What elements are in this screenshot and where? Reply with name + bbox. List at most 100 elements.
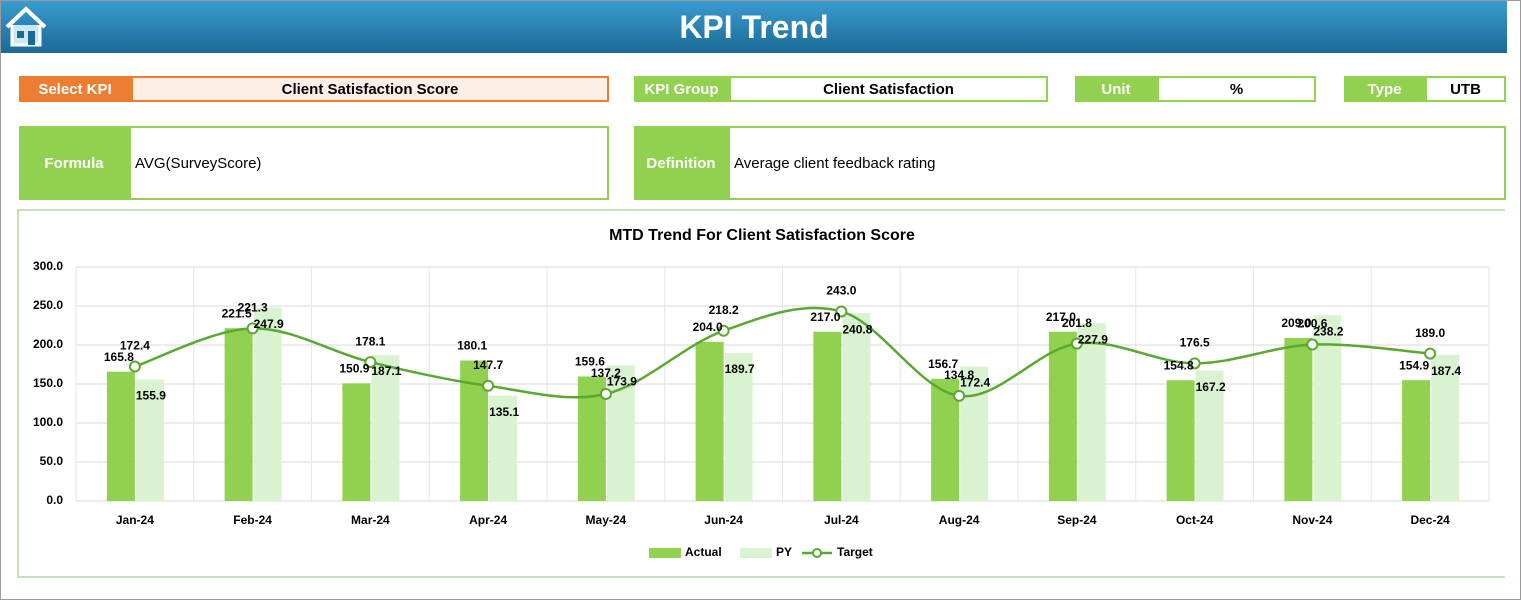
data-label: 134.8 bbox=[944, 368, 974, 382]
header-bar: KPI Trend bbox=[1, 1, 1507, 53]
x-tick-label: Jul-24 bbox=[824, 513, 859, 527]
legend-label: Actual bbox=[685, 545, 722, 559]
bar bbox=[1284, 337, 1313, 501]
data-label: 221.5 bbox=[222, 306, 252, 320]
data-label: 165.8 bbox=[104, 350, 134, 364]
data-label: 137.2 bbox=[591, 366, 621, 380]
y-tick-label: 200.0 bbox=[33, 337, 63, 351]
bar bbox=[1195, 370, 1224, 501]
data-label: 189.0 bbox=[1415, 326, 1445, 340]
data-label: 204.0 bbox=[693, 320, 723, 334]
x-tick-label: Sep-24 bbox=[1057, 513, 1097, 527]
data-label: 159.6 bbox=[575, 355, 605, 369]
y-tick-label: 0.0 bbox=[46, 493, 63, 507]
legend-swatch bbox=[740, 548, 772, 558]
bar bbox=[106, 371, 135, 501]
legend-marker bbox=[812, 548, 822, 558]
y-tick-label: 300.0 bbox=[33, 259, 63, 273]
data-label: 180.1 bbox=[457, 339, 487, 353]
bar bbox=[135, 379, 164, 501]
y-tick-label: 250.0 bbox=[33, 298, 63, 312]
data-label: 150.9 bbox=[339, 361, 369, 375]
field-label: Unit bbox=[1075, 76, 1157, 102]
data-label: 156.7 bbox=[928, 357, 958, 371]
data-label: 200.6 bbox=[1297, 317, 1327, 331]
y-tick-label: 50.0 bbox=[40, 454, 64, 468]
data-label: 201.8 bbox=[1062, 316, 1092, 330]
y-tick-label: 100.0 bbox=[33, 415, 63, 429]
bar bbox=[1048, 331, 1077, 501]
bar bbox=[813, 331, 842, 501]
x-tick-label: May-24 bbox=[586, 513, 627, 527]
target-marker bbox=[1424, 347, 1437, 360]
field-value: % bbox=[1157, 76, 1316, 102]
data-label: 135.1 bbox=[489, 405, 519, 419]
data-label: 176.5 bbox=[1180, 336, 1210, 350]
bar bbox=[371, 355, 400, 501]
bar bbox=[724, 353, 753, 501]
chart-title: MTD Trend For Client Satisfaction Score bbox=[609, 227, 915, 244]
field-value: UTB bbox=[1425, 76, 1506, 102]
data-label: 172.4 bbox=[120, 339, 150, 353]
target-marker bbox=[246, 322, 259, 335]
bar bbox=[1402, 380, 1431, 501]
x-tick-label: Jun-24 bbox=[704, 513, 743, 527]
target-marker bbox=[1306, 338, 1319, 351]
home-icon[interactable] bbox=[3, 5, 49, 49]
x-tick-label: Apr-24 bbox=[469, 513, 507, 527]
data-label: 187.4 bbox=[1431, 364, 1461, 378]
target-marker bbox=[717, 324, 730, 337]
data-label: 238.2 bbox=[1313, 324, 1343, 338]
field-label: Definition bbox=[634, 126, 728, 200]
target-marker bbox=[1188, 357, 1201, 370]
bar bbox=[224, 328, 253, 501]
bar bbox=[960, 366, 989, 501]
data-label: 217.0 bbox=[810, 310, 840, 324]
target-marker bbox=[835, 305, 848, 318]
data-label: 247.9 bbox=[254, 317, 284, 331]
field-label: Select KPI bbox=[19, 76, 131, 102]
page-title: KPI Trend bbox=[679, 9, 829, 45]
target-marker bbox=[128, 360, 141, 373]
target-marker bbox=[482, 379, 495, 392]
legend-label: Target bbox=[837, 545, 873, 559]
target-marker bbox=[599, 387, 612, 400]
bar bbox=[342, 383, 371, 501]
field-label: KPI Group bbox=[634, 76, 729, 102]
data-label: 240.8 bbox=[842, 322, 872, 336]
kpi-selector[interactable]: Client Satisfaction Score bbox=[131, 76, 609, 102]
data-label: 154.9 bbox=[1399, 358, 1429, 372]
data-label: 155.9 bbox=[136, 389, 166, 403]
data-label: 173.9 bbox=[607, 375, 637, 389]
data-label: 187.1 bbox=[371, 364, 401, 378]
data-label: 189.7 bbox=[725, 362, 755, 376]
bar bbox=[1166, 380, 1195, 501]
field-label: Type bbox=[1344, 76, 1425, 102]
target-marker bbox=[364, 356, 377, 369]
x-tick-label: Oct-24 bbox=[1176, 513, 1214, 527]
target-marker bbox=[1070, 337, 1083, 350]
field-label: Formula bbox=[19, 126, 129, 200]
x-tick-label: Feb-24 bbox=[233, 513, 272, 527]
x-tick-label: Jan-24 bbox=[116, 513, 154, 527]
data-label: 227.9 bbox=[1078, 332, 1108, 346]
data-label: 218.2 bbox=[709, 303, 739, 317]
field-value: Average client feedback rating bbox=[728, 126, 1506, 200]
field-value: Client Satisfaction bbox=[729, 76, 1048, 102]
data-label: 221.3 bbox=[238, 301, 268, 315]
x-tick-label: Aug-24 bbox=[939, 513, 980, 527]
data-label: 172.4 bbox=[960, 376, 990, 390]
data-label: 154.8 bbox=[1164, 358, 1194, 372]
y-tick-label: 150.0 bbox=[33, 376, 63, 390]
bar bbox=[695, 341, 724, 501]
data-label: 167.2 bbox=[1196, 380, 1226, 394]
bar bbox=[489, 395, 518, 501]
data-label: 217.0 bbox=[1046, 310, 1076, 324]
data-label: 243.0 bbox=[826, 284, 856, 298]
data-label: 209.0 bbox=[1281, 316, 1311, 330]
field-value: AVG(SurveyScore) bbox=[129, 126, 609, 200]
bar bbox=[253, 307, 282, 501]
x-tick-label: Mar-24 bbox=[351, 513, 390, 527]
